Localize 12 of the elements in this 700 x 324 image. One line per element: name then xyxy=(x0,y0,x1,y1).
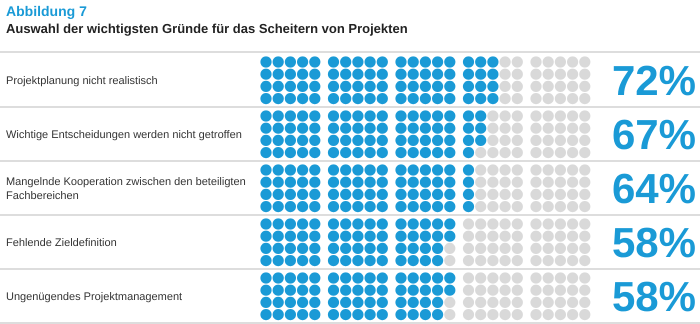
category-label: Wichtige Entscheidungen werden nicht getroffen xyxy=(6,129,242,141)
data-label: 72% xyxy=(612,57,696,104)
data-label: 64% xyxy=(612,165,696,212)
data-label: 58% xyxy=(612,273,696,320)
category-label: Projektplanung nicht realistisch xyxy=(6,75,158,87)
text: Auswahl der wichtigsten Gründe für das Scheitern von Projekten xyxy=(6,21,408,36)
data-label: 58% xyxy=(612,219,696,266)
data-label: 67% xyxy=(612,111,696,158)
category-label: Mangelnde Kooperation zwischen den beteiligten Fachbereichen xyxy=(6,176,246,202)
category-label: Fehlende Zieldefinition xyxy=(6,237,117,249)
category-label: Ungenügendes Projektmanagement xyxy=(6,291,182,303)
text: Abbildung 7 xyxy=(6,3,88,19)
